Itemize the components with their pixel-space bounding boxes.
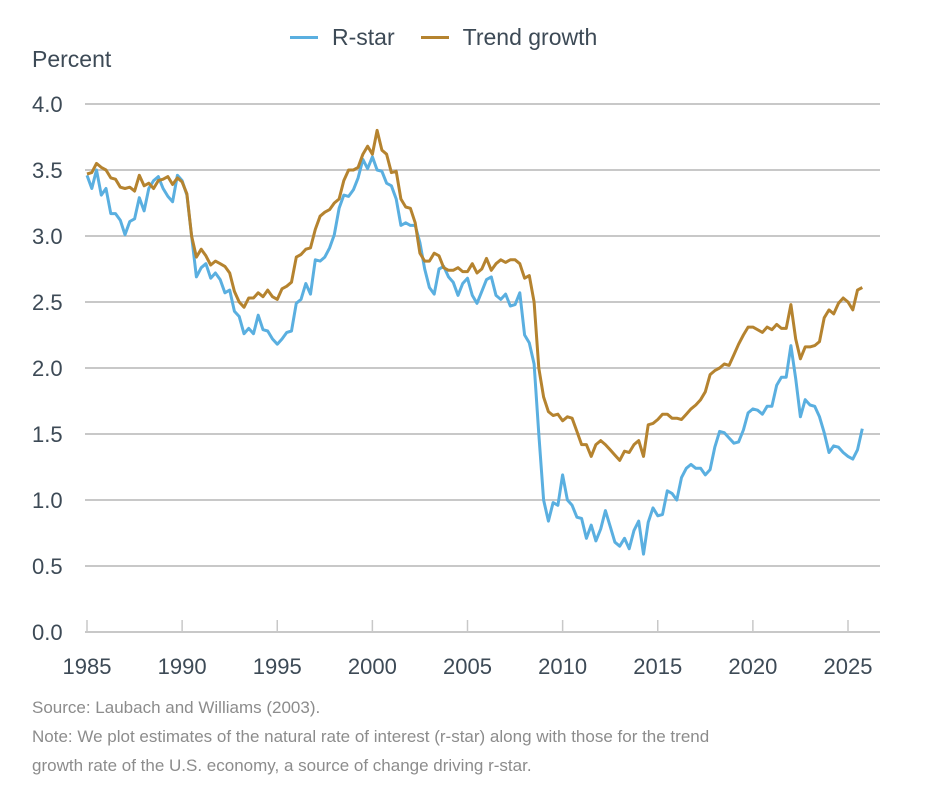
x-tick-label: 1990 xyxy=(158,654,207,679)
y-tick-label: 0.0 xyxy=(32,620,63,645)
series-lines xyxy=(85,128,864,556)
x-tick-label: 2020 xyxy=(728,654,777,679)
source-note: Source: Laubach and Williams (2003). xyxy=(32,698,321,717)
y-tick-label: 3.5 xyxy=(32,158,63,183)
note-line-2: growth rate of the U.S. economy, a sourc… xyxy=(32,756,532,775)
x-tick-label: 1995 xyxy=(253,654,302,679)
series-line-r-star xyxy=(85,155,864,556)
line-chart: 0.0 0.5 1.0 1.5 2.0 2.5 3.0 3.5 4.0 1985 1990 1995… xyxy=(32,92,880,679)
y-tick-label: 2.0 xyxy=(32,356,63,381)
chart-legend: R-star Trend growth xyxy=(290,24,623,51)
x-tick-label: 2015 xyxy=(633,654,682,679)
legend-swatch-trend-growth xyxy=(420,36,449,39)
series-line-trend-growth xyxy=(86,128,864,462)
x-tick-label: 2010 xyxy=(538,654,587,679)
x-tick-label: 2025 xyxy=(824,654,873,679)
legend-label-trend-growth: Trend growth xyxy=(462,24,598,50)
gridlines xyxy=(85,103,880,633)
y-tick-label: 1.0 xyxy=(32,488,63,513)
x-tick-label: 2000 xyxy=(348,654,397,679)
note-line-1: Note: We plot estimates of the natural r… xyxy=(32,727,710,746)
x-axis-ticks: 1985 1990 1995 2000 2005 2010 2015 2020 2025 xyxy=(63,620,873,679)
y-tick-label: 1.5 xyxy=(32,422,63,447)
y-axis-title: Percent xyxy=(32,46,112,72)
x-tick-label: 2005 xyxy=(443,654,492,679)
legend-label-r-star: R-star xyxy=(332,24,395,50)
y-axis-ticks: 0.0 0.5 1.0 1.5 2.0 2.5 3.0 3.5 4.0 xyxy=(32,92,63,645)
y-tick-label: 3.0 xyxy=(32,224,63,249)
y-tick-label: 2.5 xyxy=(32,290,63,315)
legend-item-r-star: R-star xyxy=(290,24,395,51)
y-tick-label: 4.0 xyxy=(32,92,63,117)
x-tick-label: 1985 xyxy=(63,654,112,679)
legend-item-trend-growth: Trend growth xyxy=(420,24,598,51)
y-tick-label: 0.5 xyxy=(32,554,63,579)
legend-swatch-r-star xyxy=(290,36,318,39)
